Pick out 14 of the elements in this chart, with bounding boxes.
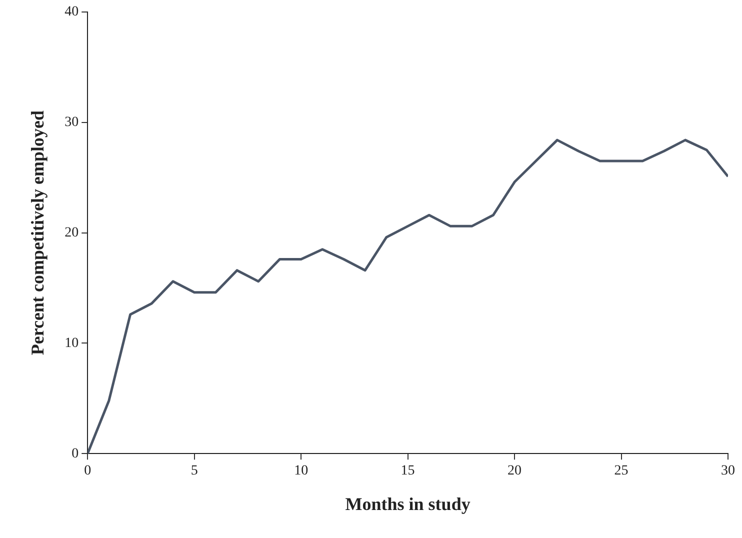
x-tick-label: 30	[721, 464, 735, 479]
x-axis-title: Months in study	[345, 494, 470, 514]
x-tick-label: 15	[400, 464, 415, 479]
y-tick-label: 30	[64, 115, 79, 130]
y-tick-label: 20	[64, 225, 79, 240]
y-tick-label: 40	[64, 4, 79, 20]
y-tick-label: 10	[64, 336, 79, 351]
x-tick-label: 10	[294, 464, 308, 479]
y-tick-label: 0	[72, 446, 79, 462]
x-tick-label: 25	[614, 464, 628, 479]
y-axis-title: Percent competitively employed	[27, 110, 48, 356]
x-tick-label: 0	[84, 464, 92, 479]
x-tick-label: 5	[190, 464, 198, 479]
x-tick-label: 20	[508, 464, 522, 479]
